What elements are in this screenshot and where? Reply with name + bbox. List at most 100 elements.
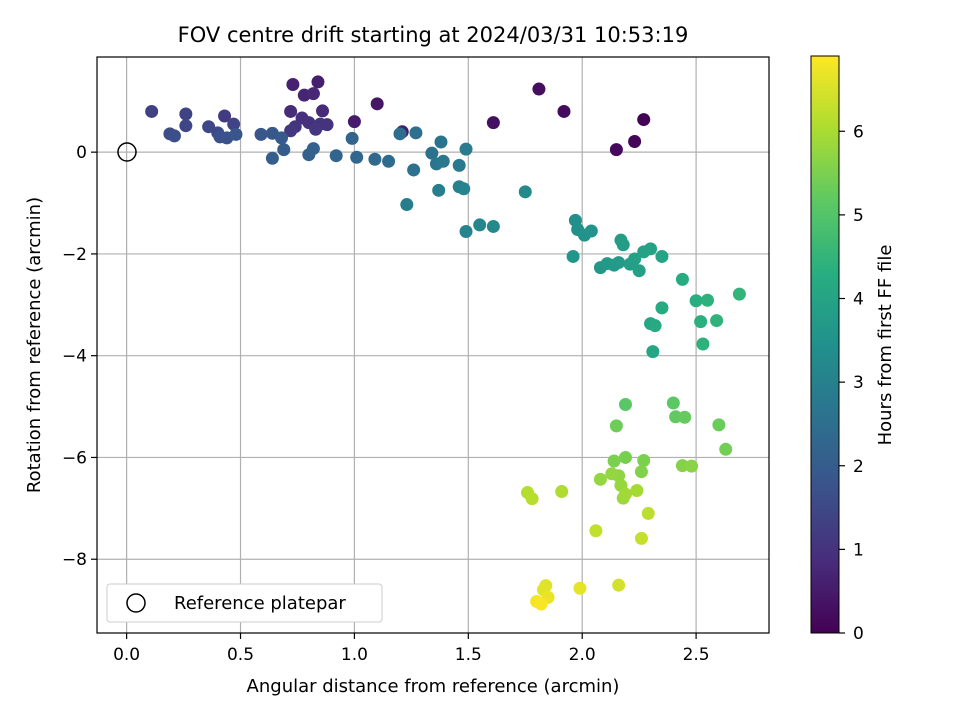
data-point [612,256,626,270]
data-point [605,467,619,481]
data-point [145,104,159,118]
data-point [432,183,446,197]
data-point [719,442,733,456]
data-point [459,225,473,239]
data-point [227,117,241,131]
data-point [607,454,621,468]
chart-title: FOV centre drift starting at 2024/03/31 … [178,23,689,47]
x-tick-label: 0.5 [227,645,254,665]
data-point [345,131,359,145]
data-point [612,578,626,592]
data-point [229,127,243,141]
data-point [284,104,298,118]
data-point [277,143,291,157]
data-points [145,75,746,611]
data-point [218,109,232,123]
colorbar-tick-label: 4 [853,290,864,310]
y-tick-label: −6 [62,448,87,468]
data-point [710,314,724,328]
data-point [167,129,181,143]
y-tick-label: −4 [62,347,87,367]
data-point [400,198,414,212]
data-point [311,75,325,89]
legend-label: Reference platepar [174,593,346,614]
data-point [689,294,703,308]
data-point [306,142,320,156]
data-point [452,158,466,172]
x-tick-label: 1.5 [455,645,482,665]
data-point [685,459,699,473]
data-point [518,185,532,199]
data-point [309,122,323,136]
data-point [637,113,651,127]
y-tick-label: 0 [76,143,87,163]
data-point [347,115,361,129]
data-point [434,135,448,149]
data-point [179,107,193,121]
data-point [646,345,660,359]
colorbar-label: Hours from first FF file [875,245,896,446]
data-point [459,142,473,156]
data-point [678,410,692,424]
data-point [618,450,632,464]
data-point [436,154,450,168]
data-point [593,472,607,486]
data-point [370,97,384,111]
data-point [618,398,632,412]
x-axis-label: Angular distance from reference (arcmin) [247,676,620,697]
data-point [584,224,598,238]
data-point [616,238,630,252]
data-point [632,264,646,278]
data-point [179,119,193,133]
colorbar: 0 1 2 3 4 5 6 Hours from first FF file [810,55,896,644]
data-point [628,252,642,266]
y-tick-label: −8 [62,550,87,570]
data-point [655,301,669,315]
data-point [630,484,644,498]
data-point [694,315,708,329]
data-point [350,150,364,164]
data-point [566,249,580,263]
data-point [407,163,421,177]
data-point [700,293,714,307]
x-axis-ticks: 0.0 0.5 1.0 1.5 2.0 2.5 [113,633,710,665]
data-point [637,454,651,468]
colorbar-tick-label: 0 [853,624,864,644]
data-point [532,82,546,96]
plot-frame [96,56,770,634]
x-tick-label: 2.5 [683,645,710,665]
data-point [618,487,632,501]
data-point [409,126,423,140]
data-point [534,597,548,611]
data-point [525,492,539,506]
colorbar-gradient [810,55,840,634]
data-point [393,127,407,141]
colorbar-tick-label: 1 [853,540,864,560]
data-point [675,272,689,286]
colorbar-tick-label: 6 [853,122,864,142]
data-point [696,337,710,351]
data-point [609,143,623,157]
data-point [425,146,439,160]
data-point [457,182,471,196]
data-point [486,116,500,130]
data-point [644,242,658,256]
data-point [329,149,343,163]
data-point [368,152,382,166]
y-tick-label: −2 [62,245,87,265]
data-point [666,396,680,410]
data-point [316,104,330,118]
data-point [712,418,726,432]
colorbar-tick-label: 5 [853,206,864,226]
data-point [634,531,648,545]
x-tick-label: 0.0 [113,645,140,665]
y-axis-label: Rotation from reference (arcmin) [24,197,45,493]
data-point [641,506,655,520]
data-point [628,134,642,148]
data-point [732,287,746,301]
data-point [202,120,216,134]
colorbar-ticks: 0 1 2 3 4 5 6 [839,122,864,644]
data-point [589,524,603,538]
data-point [320,118,334,132]
